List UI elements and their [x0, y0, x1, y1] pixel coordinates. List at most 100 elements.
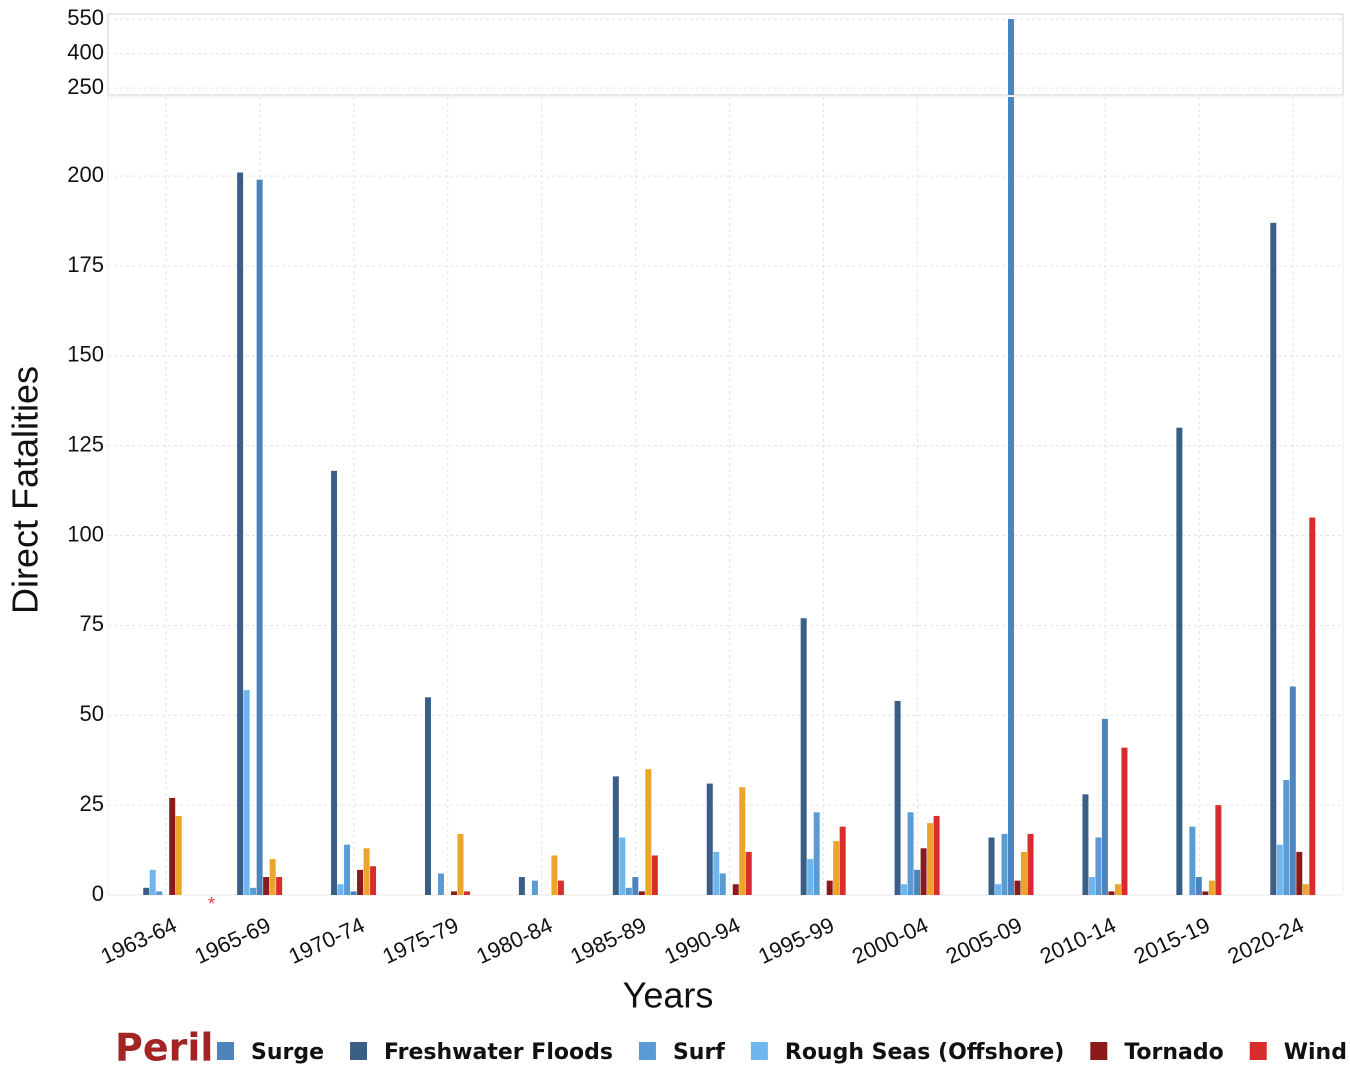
bar	[800, 618, 807, 895]
x-tick-label: 2010-14	[1036, 912, 1120, 969]
bar	[645, 769, 652, 895]
bar	[1108, 891, 1115, 895]
x-tick-label: 2015-19	[1130, 912, 1214, 969]
bar-upper	[1008, 19, 1015, 95]
bar	[149, 869, 156, 895]
bar	[1082, 794, 1089, 895]
y-tick-label: 75	[80, 611, 104, 636]
lower-panel	[107, 96, 1344, 896]
x-tick-label: 2005-09	[942, 912, 1026, 969]
bar	[457, 833, 464, 895]
y-axis-title: Direct Fatalities	[5, 366, 46, 614]
y-tick-label: 250	[67, 74, 104, 99]
bar	[1276, 844, 1283, 895]
bar	[531, 880, 538, 895]
bar	[739, 787, 746, 895]
bar	[988, 837, 995, 895]
bar	[256, 179, 263, 896]
bar	[243, 690, 250, 895]
bar	[1121, 747, 1128, 895]
bar	[1202, 891, 1209, 895]
bar	[619, 837, 626, 895]
x-tick-label: 1965-69	[191, 912, 275, 969]
bar	[370, 866, 377, 895]
bar	[1008, 97, 1015, 895]
bar	[632, 877, 639, 895]
bar	[1095, 837, 1102, 895]
bar	[1289, 686, 1296, 895]
bar	[612, 776, 619, 895]
bar	[350, 891, 357, 895]
x-tick-label: 2000-04	[848, 912, 932, 969]
bar	[638, 891, 645, 895]
bar	[901, 884, 908, 895]
x-tick-label: 2020-24	[1224, 912, 1308, 969]
legend-swatch	[1090, 1042, 1108, 1060]
bar	[651, 855, 658, 895]
bar	[713, 851, 720, 895]
bar	[914, 869, 921, 895]
bar	[833, 841, 840, 895]
bar	[907, 812, 914, 895]
y-tick-label: 25	[80, 791, 104, 816]
bar	[1296, 851, 1303, 895]
bar	[719, 873, 726, 895]
legend-label: Wind	[1284, 1040, 1347, 1065]
legend-swatch	[217, 1042, 234, 1060]
bar	[276, 877, 283, 895]
bar	[1001, 833, 1008, 895]
bar	[894, 700, 901, 895]
bar	[1014, 880, 1021, 895]
y-tick-label: 200	[67, 162, 104, 187]
bar	[1027, 833, 1034, 895]
bar	[920, 848, 927, 895]
bar	[156, 891, 163, 895]
bar	[1215, 805, 1222, 895]
upper-panel	[107, 13, 1344, 96]
bar	[175, 815, 182, 895]
bar	[450, 891, 457, 895]
bar	[1021, 851, 1028, 895]
bar	[807, 859, 814, 895]
y-tick-label: 175	[67, 252, 104, 277]
bar	[1309, 517, 1316, 895]
bar	[169, 797, 176, 895]
legend-label: Tornado	[1124, 1040, 1223, 1065]
y-tick-label: 0	[92, 881, 104, 906]
y-tick-label: 550	[67, 5, 104, 30]
legend-swatch	[1249, 1042, 1267, 1060]
x-tick-label: 1990-94	[660, 912, 744, 969]
bar	[826, 880, 833, 895]
bar	[424, 697, 431, 895]
bar	[1208, 880, 1215, 895]
x-tick-label: 1975-79	[379, 912, 463, 969]
x-tick-label: 1980-84	[472, 912, 556, 969]
bar	[1101, 718, 1108, 895]
bar	[933, 815, 940, 895]
bar	[995, 884, 1002, 895]
bar	[745, 851, 752, 895]
bar	[344, 844, 351, 895]
bar	[732, 884, 739, 895]
y-tick-label: 50	[80, 701, 104, 726]
bar	[927, 823, 934, 895]
x-tick-label: 1963-64	[97, 912, 181, 969]
bar	[557, 880, 564, 895]
y-tick-label: 125	[67, 431, 104, 456]
y-tick-label: 100	[67, 521, 104, 546]
x-tick-label: 1970-74	[285, 912, 369, 969]
bar	[357, 869, 364, 895]
bar	[551, 855, 558, 895]
bar	[1302, 884, 1309, 895]
annotation: *	[208, 894, 215, 914]
bar	[1189, 826, 1196, 895]
bar	[237, 172, 244, 896]
x-axis-title: Years	[623, 975, 714, 1016]
bar	[1088, 877, 1095, 895]
legend-swatch	[750, 1042, 768, 1060]
x-tick-label: 1985-89	[566, 912, 650, 969]
bar	[269, 859, 276, 895]
bar	[143, 887, 150, 895]
bar	[437, 873, 444, 895]
